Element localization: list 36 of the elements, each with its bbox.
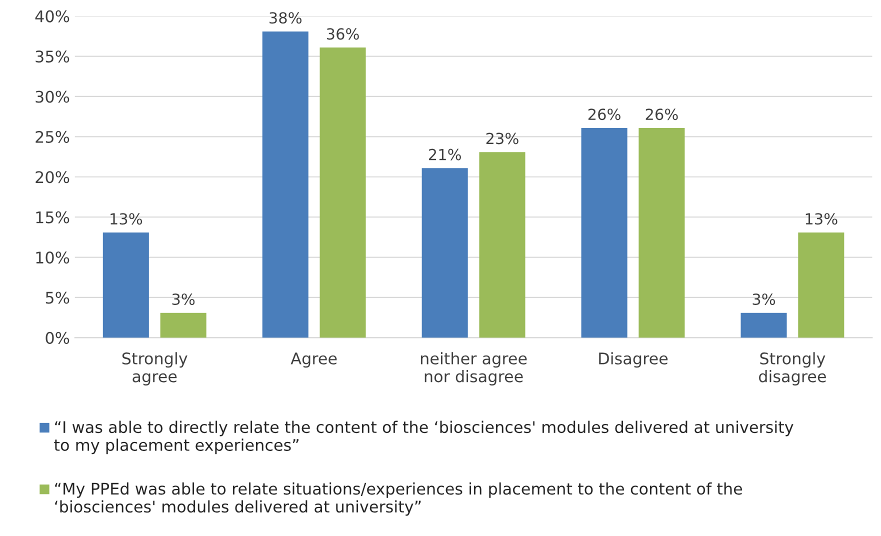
data-label: 23% (486, 132, 518, 144)
bar (422, 168, 468, 338)
data-label: 26% (646, 108, 678, 120)
y-tick-label: 20% (36, 171, 70, 184)
legend-label: “My PPEd was able to relate situations/experiences in placement to the content of the ‘biosciences' modules delivered at university” (55, 482, 742, 516)
bar (102, 232, 149, 338)
x-tick-label: neither agree nor disagree (420, 352, 527, 386)
x-tick-label: Agree (290, 352, 337, 368)
data-label: 13% (806, 213, 838, 225)
y-tick-label: 5% (46, 292, 70, 304)
x-tick-label: Strongly agree (122, 352, 188, 386)
bar (581, 128, 628, 338)
x-tick-label: Disagree (599, 352, 668, 368)
y-tick-label: 40% (35, 10, 70, 22)
data-label: 13% (110, 213, 142, 225)
y-tick-label: 35% (36, 50, 70, 63)
y-tick-label: 25% (36, 130, 70, 143)
bar (160, 312, 206, 338)
y-tick-label: 15% (36, 211, 70, 224)
bar (479, 152, 526, 338)
y-tick-label: 30% (36, 90, 70, 103)
data-label: 26% (588, 108, 620, 120)
bar (638, 128, 685, 338)
y-tick-label: 0% (46, 332, 70, 344)
data-label: 38% (270, 12, 302, 24)
x-tick-label: Strongly disagree (758, 352, 826, 386)
bar (798, 232, 844, 338)
bar (740, 312, 787, 338)
legend-label: “I was able to directly relate the content of the ‘biosciences' modules delivered at university to my placement experiences” (54, 420, 794, 454)
data-label: 36% (326, 28, 359, 40)
bar (320, 48, 366, 338)
y-tick-label: 10% (36, 251, 70, 264)
data-label: 3% (752, 293, 776, 306)
bar (262, 31, 308, 338)
data-label: 21% (428, 148, 461, 160)
data-label: 3% (172, 293, 195, 306)
